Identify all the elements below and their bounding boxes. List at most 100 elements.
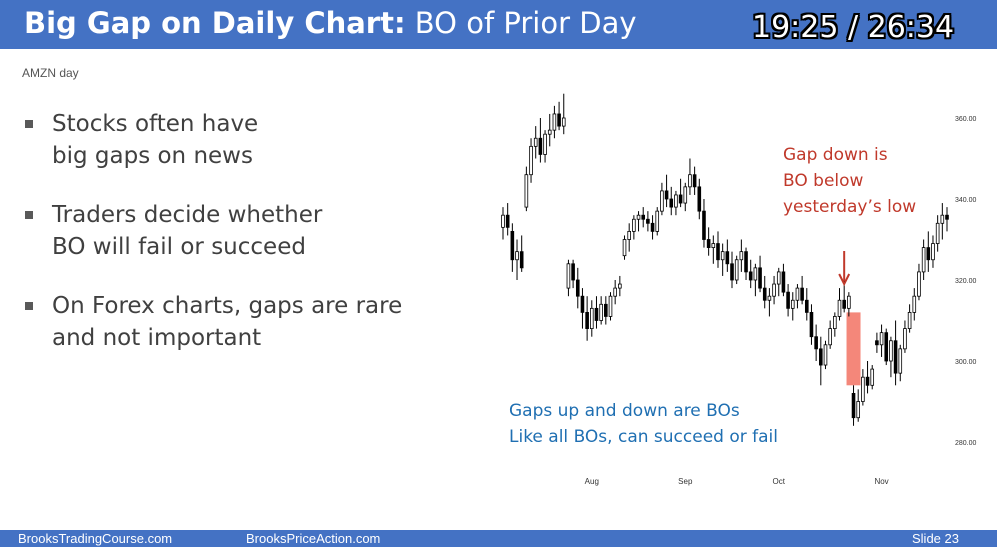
candle-body-up xyxy=(837,299,842,317)
candle xyxy=(660,182,664,216)
candle xyxy=(547,113,552,147)
x-axis: Aug Sep Oct Nov xyxy=(585,477,889,486)
candle-body-up xyxy=(608,295,613,317)
x-tick-label: Sep xyxy=(678,477,693,486)
slide-title-rest: BO of Prior Day xyxy=(414,6,637,40)
candle xyxy=(739,239,744,272)
candle xyxy=(912,288,917,321)
candle-body-up xyxy=(898,348,903,374)
candle xyxy=(515,239,519,280)
candle-body-up xyxy=(501,214,505,228)
candle xyxy=(716,231,720,268)
gaps-note-text: Gaps up and down are BOs xyxy=(509,401,740,421)
bullet-line: and not important xyxy=(52,325,262,351)
candle-body-down xyxy=(669,198,674,208)
title-bar: Big Gap on Daily Chart: BO of Prior Day xyxy=(0,0,997,49)
candle-body-down xyxy=(945,214,949,220)
candle xyxy=(730,251,734,289)
square-bullet-icon xyxy=(25,302,33,310)
candle xyxy=(519,235,524,272)
candle xyxy=(706,227,711,256)
candle xyxy=(748,259,753,289)
candle xyxy=(604,296,608,325)
x-tick-label: Oct xyxy=(773,477,786,486)
candle-body-up xyxy=(828,328,832,346)
candle-body-down xyxy=(664,190,669,200)
candle xyxy=(697,178,702,220)
candle xyxy=(566,259,571,297)
chart-symbol-label: AMZN day xyxy=(22,66,79,80)
candle-body-up xyxy=(753,267,758,281)
candle xyxy=(861,369,865,406)
candle-body-down xyxy=(575,279,580,297)
candle xyxy=(678,178,683,208)
candle-body-down xyxy=(716,243,720,261)
candle-body-up xyxy=(543,133,547,155)
candle-body-up xyxy=(524,174,529,208)
candle xyxy=(669,186,674,216)
candle-body-up xyxy=(907,311,912,329)
footer-bar: BrooksTradingCourse.com BrooksPriceActio… xyxy=(0,530,997,547)
candle xyxy=(865,361,870,394)
candle-body-down xyxy=(641,214,646,220)
candle xyxy=(529,138,533,183)
bullet-line: BO will fail or succeed xyxy=(52,234,306,260)
candle-body-up xyxy=(856,401,861,419)
candle-body-down xyxy=(893,340,898,374)
bullet-list: Stocks often have big gaps on news Trade… xyxy=(22,108,462,381)
candlestick-chart: 360.00 340.00 320.00 300.00 280.00 Aug Sep Oct… xyxy=(501,93,977,486)
candle xyxy=(510,223,515,272)
candle-body-up xyxy=(533,137,538,147)
candle xyxy=(851,385,856,426)
candle xyxy=(786,284,790,317)
candle-body-up xyxy=(566,263,571,289)
candle xyxy=(618,275,622,297)
candle xyxy=(753,263,758,297)
candle xyxy=(819,336,823,386)
candle-body-down xyxy=(571,263,575,281)
candle xyxy=(767,288,772,317)
candle-body-down xyxy=(594,307,599,321)
candle-body-up xyxy=(613,287,617,297)
candle xyxy=(940,203,945,240)
bullet-item: Stocks often have big gaps on news xyxy=(22,108,462,172)
footer-site-left: BrooksTradingCourse.com xyxy=(18,531,173,546)
bullet-item: Traders decide whether BO will fail or s… xyxy=(22,199,462,263)
candle xyxy=(543,130,547,163)
slide-title: Big Gap on Daily Chart: BO of Prior Day xyxy=(24,3,637,43)
candle xyxy=(641,207,646,228)
candle xyxy=(711,235,716,264)
candle xyxy=(776,267,781,297)
candle xyxy=(917,263,921,301)
candle-body-down xyxy=(510,230,515,261)
candle xyxy=(931,235,935,268)
candle xyxy=(744,247,748,280)
gap-highlight-box xyxy=(846,312,861,386)
candle-body-up xyxy=(917,271,921,297)
candle xyxy=(833,312,837,337)
gap-down-annotation: Gap down is BO below yesterday’s low xyxy=(783,145,916,217)
candle xyxy=(585,296,589,341)
candle-body-down xyxy=(926,247,931,261)
candle xyxy=(594,296,599,329)
candle-body-up xyxy=(931,243,935,261)
down-arrow-head xyxy=(838,273,851,287)
candle xyxy=(875,332,879,353)
candle xyxy=(646,211,650,232)
candle-body-up xyxy=(889,340,893,362)
candle-body-up xyxy=(739,251,744,261)
candle xyxy=(589,300,594,337)
candle-body-down xyxy=(875,340,879,346)
candle xyxy=(683,182,688,212)
candle xyxy=(898,344,903,382)
candle xyxy=(907,304,912,333)
candle xyxy=(627,223,631,252)
candle-body-down xyxy=(678,194,683,204)
candle xyxy=(636,211,641,232)
slide-number: Slide 23 xyxy=(912,531,959,546)
candle-body-up xyxy=(622,239,627,257)
candle-body-down xyxy=(585,311,589,329)
candle xyxy=(926,231,931,272)
candle-body-down xyxy=(744,251,748,273)
candle xyxy=(772,275,776,305)
